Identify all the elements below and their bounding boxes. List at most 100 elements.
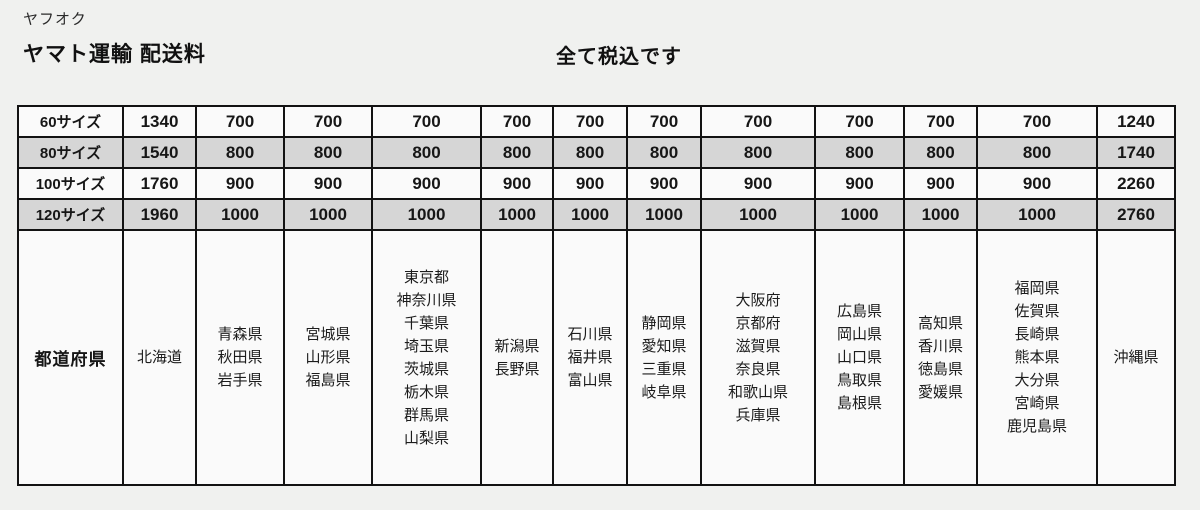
fee-value-cell: 900: [903, 167, 978, 200]
prefecture-name: 長崎県: [1014, 326, 1060, 343]
fee-value-cell: 1000: [283, 198, 373, 231]
fee-value-cell: 700: [976, 105, 1098, 138]
prefecture-name: 徳島県: [917, 360, 963, 378]
fee-value-cell: 800: [195, 136, 285, 169]
prefecture-name: 鳥取県: [836, 372, 882, 389]
prefecture-group-cell: 沖縄県: [1096, 229, 1176, 486]
prefecture-name: 石川県: [567, 326, 613, 343]
fee-value-cell: 700: [371, 105, 482, 138]
prefecture-name: 愛媛県: [917, 383, 963, 401]
prefecture-name: 山口県: [836, 349, 882, 366]
fee-value-cell: 1000: [814, 198, 905, 231]
site-label: ヤフオク: [23, 11, 87, 28]
fee-value-cell: 900: [814, 167, 905, 200]
page-title: ヤマト運輸 配送料: [23, 43, 206, 66]
prefecture-group-cell: 宮城県 山形県 福島県: [283, 229, 373, 486]
prefecture-name: 静岡県: [641, 314, 687, 332]
size-row: 100サイズ 1760 900 900 900 900 900 900 900 900 900 900…: [17, 167, 1176, 200]
prefecture-name: 群馬県: [403, 406, 449, 424]
prefecture-name: 神奈川県: [396, 291, 457, 309]
fee-value-cell: 1000: [626, 198, 702, 231]
fee-value-cell: 1000: [903, 198, 978, 231]
prefecture-group-cell: 石川県 福井県 富山県: [552, 229, 628, 486]
prefecture-row-label: 都道府県: [17, 229, 124, 486]
prefecture-name: 熊本県: [1014, 349, 1060, 366]
prefecture-name: 滋賀県: [735, 337, 781, 355]
size-row-label: 100サイズ: [17, 167, 124, 200]
fee-value-cell: 800: [976, 136, 1098, 169]
prefecture-name: 茨城県: [403, 360, 449, 378]
prefecture-name: 広島県: [836, 303, 882, 320]
prefecture-name: 愛知県: [641, 337, 687, 355]
fee-value-cell: 700: [700, 105, 816, 138]
prefecture-name: 香川県: [917, 337, 963, 355]
prefecture-name: 鹿児島県: [1006, 418, 1067, 435]
fee-value-cell: 1540: [122, 136, 197, 169]
fee-value-cell: 900: [700, 167, 816, 200]
fee-value-cell: 700: [552, 105, 628, 138]
prefecture-name: 沖縄県: [1113, 349, 1159, 366]
fee-value-cell: 800: [283, 136, 373, 169]
fee-value-cell: 1000: [371, 198, 482, 231]
prefecture-name: 東京都: [403, 268, 449, 286]
prefecture-name: 和歌山県: [727, 383, 788, 401]
prefecture-name: 青森県: [217, 326, 263, 343]
fee-value-cell: 800: [814, 136, 905, 169]
fee-value-cell: 900: [283, 167, 373, 200]
prefecture-name: 北海道: [136, 349, 182, 366]
fee-value-cell: 900: [976, 167, 1098, 200]
prefecture-name: 長野県: [494, 360, 540, 378]
prefecture-name: 栃木県: [403, 383, 449, 401]
fee-value-cell: 1000: [552, 198, 628, 231]
fee-value-cell: 700: [195, 105, 285, 138]
fee-value-cell: 900: [480, 167, 554, 200]
size-row: 120サイズ 1960 1000 1000 1000 1000 1000 1000 1000 10…: [17, 198, 1176, 231]
prefecture-name: 大分県: [1014, 372, 1060, 389]
fee-value-cell: 1240: [1096, 105, 1176, 138]
prefecture-name: 兵庫県: [735, 406, 781, 424]
fee-value-cell: 800: [480, 136, 554, 169]
prefecture-name: 福島県: [305, 372, 351, 389]
prefecture-group-cell: 広島県 岡山県 山口県 鳥取県 島根県: [814, 229, 905, 486]
fee-value-cell: 900: [626, 167, 702, 200]
fee-value-cell: 700: [283, 105, 373, 138]
fee-value-cell: 900: [195, 167, 285, 200]
prefecture-name: 宮城県: [305, 326, 351, 343]
prefecture-name: 福井県: [567, 349, 613, 366]
prefecture-name: 島根県: [836, 395, 882, 412]
prefecture-group-cell: 福岡県 佐賀県 長崎県 熊本県 大分県 宮崎県 鹿児島県: [976, 229, 1098, 486]
prefecture-group-cell: 新潟県 長野県: [480, 229, 554, 486]
prefecture-name: 新潟県: [494, 337, 540, 355]
fee-value-cell: 1960: [122, 198, 197, 231]
prefecture-group-cell: 高知県香川県徳島県愛媛県: [903, 229, 978, 486]
size-row: 60サイズ 1340 700 700 700 700 700 700 700 700 700 700 1…: [17, 105, 1176, 138]
prefecture-name: 三重県: [641, 360, 687, 378]
prefecture-name: 山梨県: [403, 429, 449, 447]
size-row-label: 80サイズ: [17, 136, 124, 169]
prefecture-name: 宮崎県: [1014, 395, 1060, 412]
shipping-fee-table: 60サイズ 1340 700 700 700 700 700 700 700 700 700 700 1…: [17, 105, 1176, 486]
prefecture-group-cell: 東京都 神奈川県 千葉県 埼玉県 茨城県 栃木県 群馬県 山梨県: [371, 229, 482, 486]
prefecture-name: 大阪府: [735, 291, 781, 309]
fee-value-cell: 1000: [976, 198, 1098, 231]
fee-value-cell: 800: [552, 136, 628, 169]
prefecture-group-cell: 大阪府 京都府 滋賀県 奈良県 和歌山県 兵庫県: [700, 229, 816, 486]
prefecture-name: 富山県: [567, 372, 613, 389]
prefecture-name: 高知県: [917, 314, 963, 332]
prefecture-name: 千葉県: [403, 314, 449, 332]
fee-value-cell: 700: [626, 105, 702, 138]
fee-value-cell: 2260: [1096, 167, 1176, 200]
fee-value-cell: 700: [903, 105, 978, 138]
fee-value-cell: 2760: [1096, 198, 1176, 231]
size-row-label: 120サイズ: [17, 198, 124, 231]
prefecture-name: 山形県: [305, 349, 351, 366]
prefecture-group-cell: 静岡県愛知県三重県岐阜県: [626, 229, 702, 486]
prefecture-name: 岐阜県: [641, 383, 687, 401]
fee-value-cell: 1340: [122, 105, 197, 138]
fee-value-cell: 800: [626, 136, 702, 169]
prefecture-name: 京都府: [735, 314, 781, 332]
prefecture-name: 岩手県: [217, 372, 263, 389]
fee-value-cell: 700: [814, 105, 905, 138]
fee-value-cell: 900: [552, 167, 628, 200]
